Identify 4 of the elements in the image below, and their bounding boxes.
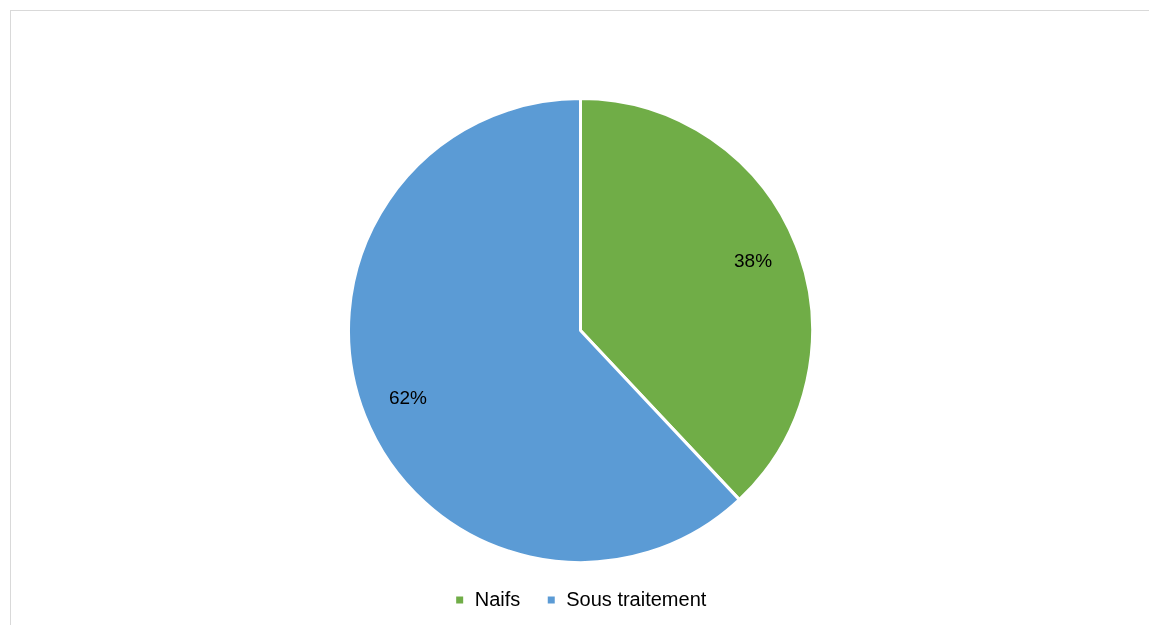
legend-label: Naifs bbox=[474, 587, 521, 610]
legend-label: Sous traitement bbox=[566, 587, 707, 610]
data-label: 62% bbox=[388, 387, 428, 409]
data-label: 38% bbox=[734, 250, 773, 272]
